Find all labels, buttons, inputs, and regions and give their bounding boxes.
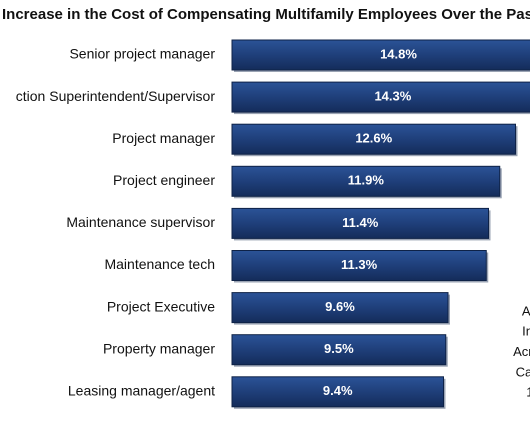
value-label: 11.9% <box>348 173 385 188</box>
bar <box>231 207 489 239</box>
category-label: Project Executive <box>107 298 215 314</box>
category-label: Senior project manager <box>69 46 215 62</box>
category-label: ction Superintendent/Supervisor <box>16 88 216 104</box>
bar <box>231 292 449 324</box>
category-label: Maintenance tech <box>104 256 215 272</box>
category-label: Leasing manager/agent <box>68 383 215 399</box>
chart-title: Increase in the Cost of Compensating Mul… <box>2 6 530 23</box>
value-label: 11.4% <box>342 215 379 230</box>
bar <box>231 376 444 408</box>
value-label: 9.6% <box>325 299 355 314</box>
bar <box>231 165 501 197</box>
category-label: Project manager <box>112 130 215 146</box>
value-label: 11.3% <box>341 257 378 272</box>
annotation: 11 <box>526 385 530 400</box>
value-label: 12.6% <box>355 131 392 146</box>
category-label: Maintenance supervisor <box>66 214 215 230</box>
value-label: 14.8% <box>380 46 417 61</box>
value-label: 9.5% <box>324 341 354 356</box>
annotation: Incr <box>522 324 530 339</box>
annotation: Categ <box>516 364 530 379</box>
bar <box>231 334 447 366</box>
value-label: 14.3% <box>374 89 411 104</box>
bar <box>231 123 516 155</box>
value-label: 9.4% <box>323 383 353 398</box>
annotation: Across <box>513 344 530 359</box>
bar <box>231 81 530 113</box>
category-label: Property manager <box>103 340 215 356</box>
bar <box>231 39 530 71</box>
annotation: Ave <box>522 303 530 318</box>
bar <box>231 250 487 281</box>
category-label: Project engineer <box>113 172 215 188</box>
